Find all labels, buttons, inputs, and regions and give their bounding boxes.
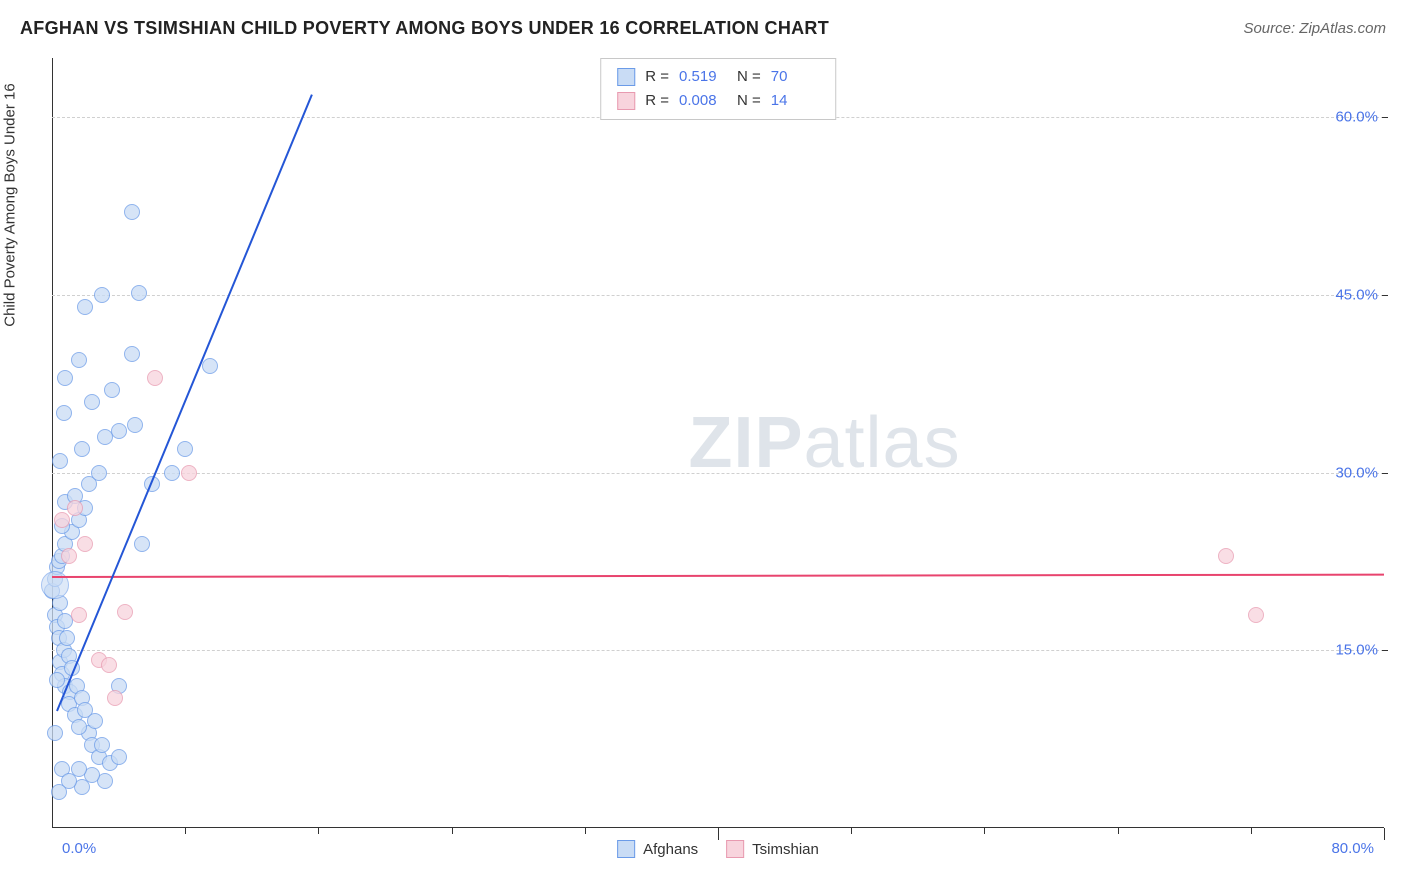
scatter-point: [134, 536, 150, 552]
scatter-point: [77, 299, 93, 315]
scatter-point: [56, 405, 72, 421]
scatter-point: [74, 441, 90, 457]
scatter-point: [51, 784, 67, 800]
scatter-point: [94, 737, 110, 753]
scatter-point: [202, 358, 218, 374]
y-tick-mark: [1382, 117, 1388, 118]
x-tick-mark: [318, 828, 319, 834]
grid-line: [52, 650, 1384, 651]
legend-swatch-tsimshian: [617, 92, 635, 110]
x-tick-mark-major: [1384, 828, 1385, 840]
r-label: R =: [645, 89, 669, 113]
scatter-point: [127, 417, 143, 433]
scatter-point: [131, 285, 147, 301]
scatter-point: [52, 453, 68, 469]
scatter-point: [124, 204, 140, 220]
scatter-point: [1248, 607, 1264, 623]
scatter-point: [49, 672, 65, 688]
scatter-point: [84, 394, 100, 410]
y-axis: [52, 58, 53, 828]
x-tick-mark-major: [718, 828, 719, 840]
chart-source: Source: ZipAtlas.com: [1243, 20, 1386, 37]
scatter-point: [54, 512, 70, 528]
r-value-afghans: 0.519: [679, 65, 727, 89]
trend-line: [52, 573, 1384, 577]
scatter-point: [124, 346, 140, 362]
legend-swatch-afghans: [617, 68, 635, 86]
scatter-point: [111, 423, 127, 439]
y-tick-mark: [1382, 473, 1388, 474]
scatter-point: [71, 607, 87, 623]
scatter-point: [177, 441, 193, 457]
y-axis-title: Child Poverty Among Boys Under 16: [2, 83, 19, 326]
grid-line: [52, 295, 1384, 296]
n-value-tsimshian: 14: [771, 89, 819, 113]
grid-line: [52, 473, 1384, 474]
r-value-tsimshian: 0.008: [679, 89, 727, 113]
scatter-point: [71, 352, 87, 368]
chart-title: AFGHAN VS TSIMSHIAN CHILD POVERTY AMONG …: [20, 18, 829, 39]
x-tick-mark: [984, 828, 985, 834]
scatter-point: [147, 370, 163, 386]
n-label: N =: [737, 65, 761, 89]
legend-row-tsimshian: R = 0.008 N = 14: [617, 89, 819, 113]
x-tick-mark: [851, 828, 852, 834]
scatter-point: [181, 465, 197, 481]
scatter-point: [164, 465, 180, 481]
scatter-point: [94, 287, 110, 303]
scatter-point: [61, 548, 77, 564]
y-tick-mark: [1382, 295, 1388, 296]
scatter-point: [47, 725, 63, 741]
correlation-legend: R = 0.519 N = 70 R = 0.008 N = 14: [600, 58, 836, 120]
x-max-label: 80.0%: [1331, 840, 1374, 857]
x-axis-labels: 0.0% 80.0%: [52, 840, 1384, 864]
n-label: N =: [737, 89, 761, 113]
scatter-point: [1218, 548, 1234, 564]
scatter-point: [77, 536, 93, 552]
n-value-afghans: 70: [771, 65, 819, 89]
r-label: R =: [645, 65, 669, 89]
legend-row-afghans: R = 0.519 N = 70: [617, 65, 819, 89]
x-tick-mark: [452, 828, 453, 834]
scatter-point: [117, 604, 133, 620]
chart-plot-area: ZIPatlas R = 0.519 N = 70 R = 0.008 N = …: [52, 58, 1384, 828]
x-tick-mark: [1251, 828, 1252, 834]
scatter-point: [101, 657, 117, 673]
scatter-point: [71, 761, 87, 777]
y-tick-mark: [1382, 650, 1388, 651]
x-tick-mark: [1118, 828, 1119, 834]
scatter-point: [67, 500, 83, 516]
scatter-point: [104, 382, 120, 398]
x-min-label: 0.0%: [62, 840, 96, 857]
scatter-point: [59, 630, 75, 646]
scatter-point: [111, 749, 127, 765]
x-tick-mark: [585, 828, 586, 834]
scatter-point: [57, 370, 73, 386]
x-tick-mark: [185, 828, 186, 834]
scatter-point: [87, 713, 103, 729]
scatter-point: [107, 690, 123, 706]
scatter-point: [91, 465, 107, 481]
scatter-point: [71, 719, 87, 735]
